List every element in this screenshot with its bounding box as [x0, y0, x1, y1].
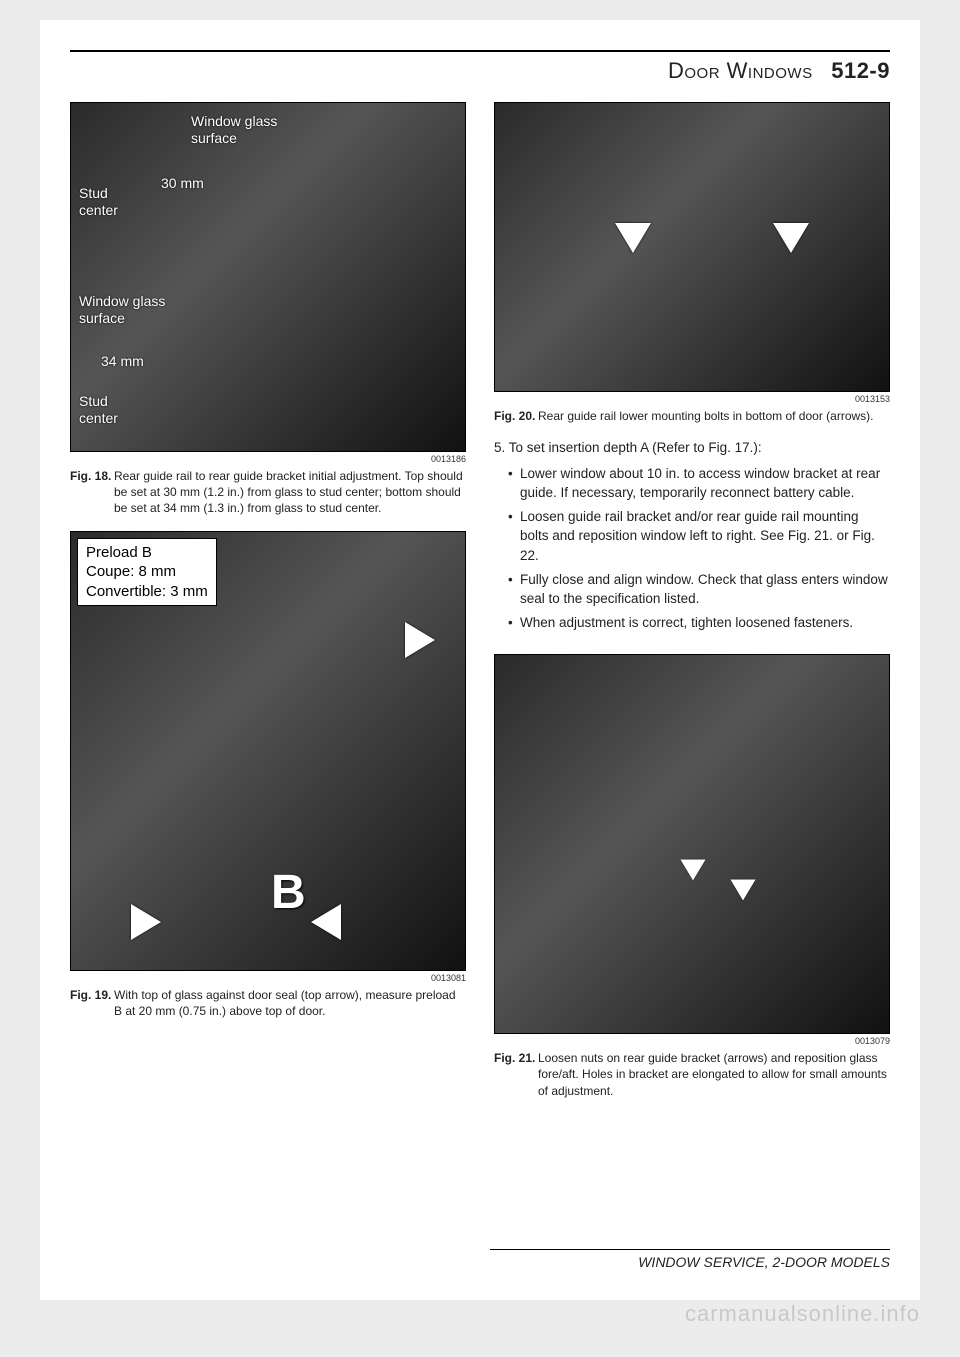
arrow-down-icon-4 — [730, 880, 755, 901]
figure-19-imgno: 0013081 — [70, 973, 466, 983]
figure-18-imgno: 0013186 — [70, 454, 466, 464]
arrow-left-icon — [311, 904, 341, 940]
preload-b-title: Preload B — [86, 543, 208, 563]
fig20-caption-text: Rear guide rail lower mounting bolts in … — [494, 408, 890, 424]
step-5-heading: 5. To set insertion depth A (Refer to Fi… — [494, 438, 890, 458]
manual-page: Door Windows 512-9 Window glass surface … — [40, 20, 920, 1300]
label-30mm: 30 mm — [161, 175, 204, 192]
step-5-block: 5. To set insertion depth A (Refer to Fi… — [494, 438, 890, 632]
fig21-lead: Fig. 21. — [494, 1050, 538, 1066]
preload-b-box: Preload B Coupe: 8 mm Convertible: 3 mm — [77, 538, 217, 607]
right-column: 0013153 Fig. 20. Rear guide rail lower m… — [494, 102, 890, 1113]
figure-20-imgno: 0013153 — [494, 394, 890, 404]
step-5-bullets: Lower window about 10 in. to access wind… — [494, 464, 890, 633]
watermark: carmanualsonline.info — [685, 1301, 920, 1327]
spacer — [494, 636, 890, 654]
figure-18-caption: Fig. 18. Rear guide rail to rear guide b… — [70, 468, 466, 517]
step5-bullet-4: When adjustment is correct, tighten loos… — [508, 613, 890, 633]
fig18-lead: Fig. 18. — [70, 468, 114, 484]
step5-bullet-3: Fully close and align window. Check that… — [508, 570, 890, 609]
label-window-glass-surface-bottom: Window glass surface — [79, 293, 165, 327]
left-column: Window glass surface 30 mm Stud center W… — [70, 102, 466, 1113]
footer-section-title: WINDOW SERVICE, 2-DOOR MODELS — [490, 1249, 890, 1270]
fig18-caption-text: Rear guide rail to rear guide bracket in… — [70, 468, 466, 517]
header-rule-thick — [70, 50, 890, 52]
figure-21-imgno: 0013079 — [494, 1036, 890, 1046]
two-column-layout: Window glass surface 30 mm Stud center W… — [70, 102, 890, 1113]
letter-b-marker: B — [271, 865, 306, 920]
figure-21-caption: Fig. 21. Loosen nuts on rear guide brack… — [494, 1050, 890, 1099]
arrow-down-icon-3 — [680, 860, 705, 881]
figure-21-photo — [494, 654, 890, 1034]
arrow-down-icon — [615, 223, 651, 253]
fig19-lead: Fig. 19. — [70, 987, 114, 1003]
label-stud-center-bottom: Stud center — [79, 393, 118, 427]
fig21-caption-text: Loosen nuts on rear guide bracket (arrow… — [494, 1050, 890, 1099]
page-number: 512-9 — [831, 58, 890, 83]
label-34mm: 34 mm — [101, 353, 144, 370]
step5-bullet-2: Loosen guide rail bracket and/or rear gu… — [508, 507, 890, 566]
preload-b-coupe: Coupe: 8 mm — [86, 562, 208, 582]
label-stud-center-top: Stud center — [79, 185, 118, 219]
figure-20-caption: Fig. 20. Rear guide rail lower mounting … — [494, 408, 890, 424]
arrow-right-icon — [405, 622, 435, 658]
fig20-lead: Fig. 20. — [494, 408, 538, 424]
preload-b-convertible: Convertible: 3 mm — [86, 582, 208, 602]
section-title: Door Windows — [668, 58, 813, 83]
fig19-caption-text: With top of glass against door seal (top… — [70, 987, 466, 1019]
page-header: Door Windows 512-9 — [70, 58, 890, 84]
step5-bullet-1: Lower window about 10 in. to access wind… — [508, 464, 890, 503]
figure-18-photo: Window glass surface 30 mm Stud center W… — [70, 102, 466, 452]
figure-20-photo — [494, 102, 890, 392]
figure-19-caption: Fig. 19. With top of glass against door … — [70, 987, 466, 1019]
figure-19-photo: Preload B Coupe: 8 mm Convertible: 3 mm … — [70, 531, 466, 971]
arrow-right-icon-2 — [131, 904, 161, 940]
arrow-down-icon-2 — [773, 223, 809, 253]
label-window-glass-surface-top: Window glass surface — [191, 113, 277, 147]
